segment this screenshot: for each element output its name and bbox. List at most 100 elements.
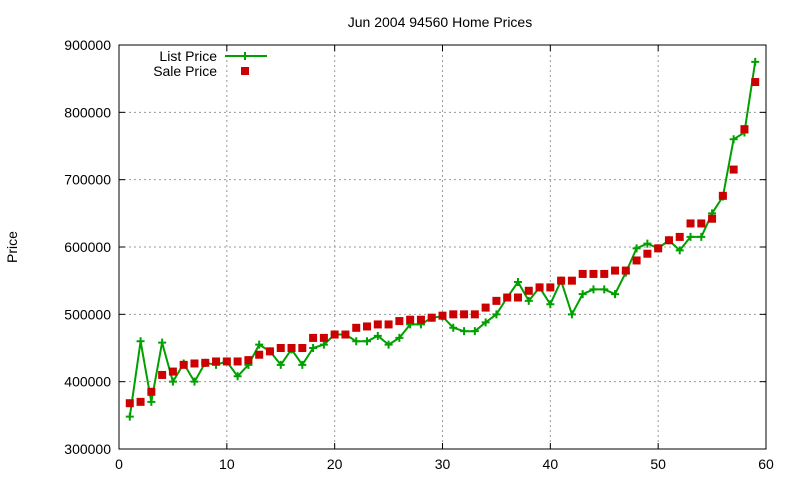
x-tick-label: 10 <box>219 456 235 472</box>
x-tick-label: 20 <box>327 456 343 472</box>
y-tick-label: 600000 <box>64 239 111 255</box>
list-price-point <box>373 331 382 340</box>
list-price-point <box>136 337 145 346</box>
sale-price-point <box>341 330 350 339</box>
list-price-point <box>352 337 361 346</box>
legend-label-sale-price: Sale Price <box>153 63 217 79</box>
list-price-point <box>513 278 522 287</box>
chart-title: Jun 2004 94560 Home Prices <box>348 14 532 30</box>
list-price-point <box>578 290 587 299</box>
sale-price-point <box>557 276 566 285</box>
sale-price-point <box>524 286 533 295</box>
sale-price-point <box>330 330 339 339</box>
sale-price-point <box>212 357 221 366</box>
list-price-point <box>298 360 307 369</box>
list-price-point <box>675 246 684 255</box>
sale-price-point <box>395 317 404 326</box>
list-price-point <box>158 338 167 347</box>
series-list-price <box>125 57 760 421</box>
sale-price-point <box>168 367 177 376</box>
sale-price-point <box>233 357 242 366</box>
sale-price-point <box>686 219 695 228</box>
y-axis-label: Price <box>4 231 20 263</box>
legend-marker-list-price <box>241 52 249 60</box>
series-sale-price <box>125 78 760 408</box>
list-price-point <box>460 327 469 336</box>
x-tick-label: 0 <box>115 456 123 472</box>
list-price-point <box>449 323 458 332</box>
list-price-point <box>600 285 609 294</box>
list-price-point <box>729 135 738 144</box>
list-price-point <box>395 333 404 342</box>
list-price-point <box>125 412 134 421</box>
y-tick-label: 800000 <box>64 104 111 120</box>
sale-price-point <box>611 266 620 275</box>
sale-price-point <box>319 333 328 342</box>
x-tick-label: 40 <box>543 456 559 472</box>
sale-price-point <box>600 269 609 278</box>
sale-price-point <box>147 387 156 396</box>
legend: List Price Sale Price <box>153 48 267 79</box>
sale-price-point <box>363 322 372 331</box>
list-price-point <box>492 310 501 319</box>
y-tick-label: 400000 <box>64 374 111 390</box>
sale-price-point <box>265 347 274 356</box>
sale-price-point <box>589 269 598 278</box>
sale-price-point <box>578 269 587 278</box>
sale-price-point <box>535 283 544 292</box>
sale-price-point <box>373 320 382 329</box>
sale-price-point <box>190 359 199 368</box>
sale-price-point <box>481 303 490 312</box>
sale-price-point <box>513 293 522 302</box>
list-price-point <box>363 337 372 346</box>
list-price-point <box>697 232 706 241</box>
sale-price-point <box>125 399 134 408</box>
list-price-point <box>319 340 328 349</box>
sale-price-point <box>276 344 285 352</box>
x-tick-label: 30 <box>435 456 451 472</box>
sale-price-point <box>675 232 684 241</box>
sale-price-point <box>222 357 231 366</box>
list-price-point <box>147 397 156 406</box>
sale-price-point <box>309 333 318 342</box>
sale-price-point <box>492 296 501 305</box>
sale-price-point <box>427 313 436 322</box>
sale-price-point <box>503 293 512 302</box>
sale-price-point <box>643 249 652 258</box>
sale-price-point <box>708 214 717 223</box>
legend-marker-sale-price <box>241 67 249 75</box>
x-tick-label: 60 <box>758 456 774 472</box>
sale-price-point <box>287 344 296 352</box>
list-price-point <box>255 340 264 349</box>
list-price-point <box>611 290 620 299</box>
list-price-point <box>276 360 285 369</box>
sale-price-point <box>244 356 253 365</box>
sale-price-point <box>255 350 264 359</box>
sale-price-point <box>697 219 706 228</box>
sale-price-point <box>546 283 555 292</box>
legend-label-list-price: List Price <box>159 48 217 64</box>
sale-price-point <box>352 323 361 332</box>
list-price-point <box>643 239 652 248</box>
y-tick-label: 500000 <box>64 306 111 322</box>
list-price-point <box>481 318 490 327</box>
list-price-point <box>524 296 533 305</box>
sale-price-point <box>201 358 210 367</box>
sale-price-point <box>567 276 576 285</box>
sale-price-point <box>654 244 663 253</box>
sale-price-point <box>449 310 458 319</box>
list-price-point <box>233 372 242 381</box>
list-price-point <box>686 232 695 241</box>
list-price-point <box>632 244 641 253</box>
list-price-point <box>384 340 393 349</box>
sale-price-point <box>470 310 479 319</box>
plot-frame <box>118 44 767 450</box>
y-tick-label: 900000 <box>64 37 111 53</box>
sale-price-point <box>632 256 641 265</box>
list-price-point <box>546 300 555 309</box>
sale-price-point <box>438 311 447 320</box>
list-price-point <box>589 285 598 294</box>
y-tick-label: 300000 <box>64 441 111 457</box>
list-price-point <box>168 377 177 386</box>
